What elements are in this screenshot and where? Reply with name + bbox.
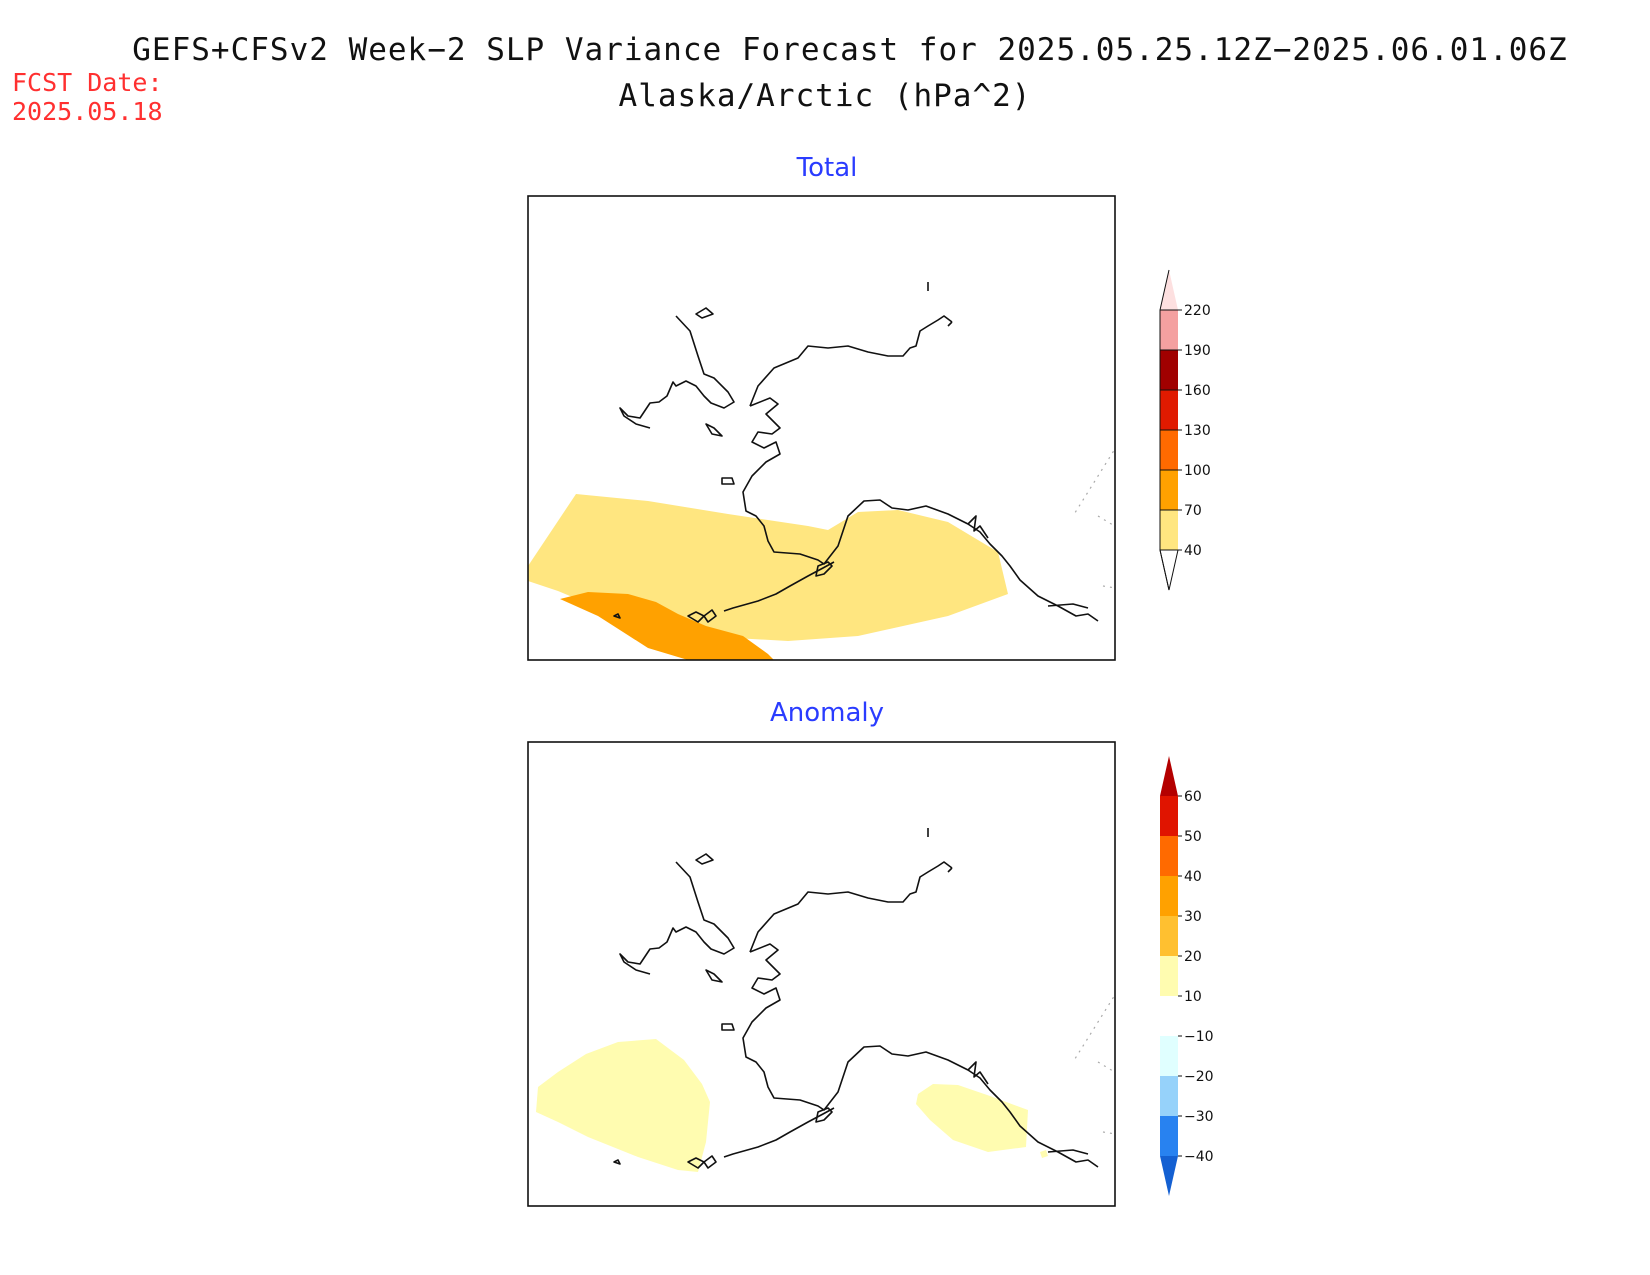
total-colorbar-box-70 (1160, 470, 1178, 510)
anomaly-colorbar-label: 40 (1184, 869, 1202, 885)
anomaly-region-west (536, 1039, 710, 1172)
anomaly-colorbar-box-8 (1160, 1116, 1178, 1156)
anomaly-colorbar-box-4 (1160, 956, 1178, 996)
anomaly-colorbar: 60 50 40 30 20 10 −10 −20 −30 −40 (1160, 756, 1214, 1196)
anomaly-colorbar-label: −40 (1184, 1149, 1214, 1165)
total-colorbar-label: 70 (1184, 503, 1202, 519)
total-colorbar-box-40 (1160, 510, 1178, 550)
total-map (528, 196, 1115, 660)
anomaly-colorbar-label: −20 (1184, 1069, 1214, 1085)
main-title: GEFS+CFSv2 Week−2 SLP Variance Forecast … (132, 32, 1568, 68)
total-colorbar-top-arrow (1160, 270, 1178, 310)
anomaly-colorbar-label: 50 (1184, 829, 1202, 845)
anomaly-colorbar-label: 60 (1184, 789, 1202, 805)
total-colorbar-box-160 (1160, 350, 1178, 390)
main-subtitle: Alaska/Arctic (hPa^2) (618, 78, 1032, 114)
total-colorbar-label: 160 (1184, 383, 1211, 399)
total-colorbar-box-130 (1160, 390, 1178, 430)
total-colorbar-label: 130 (1184, 423, 1211, 439)
anomaly-colorbar-label: 10 (1184, 989, 1202, 1005)
anomaly-colorbar-label: 20 (1184, 949, 1202, 965)
anomaly-panel-title: Anomaly (769, 698, 885, 728)
anomaly-region-east-speck (1040, 1150, 1048, 1158)
anomaly-colorbar-top-arrow (1160, 756, 1178, 796)
total-colorbar-label: 40 (1184, 543, 1202, 559)
anomaly-map-frame (527, 741, 1116, 1207)
anomaly-colorbar-box-3 (1160, 916, 1178, 956)
anomaly-colorbar-box-5 (1160, 996, 1178, 1036)
anomaly-colorbar-box-6 (1160, 1036, 1178, 1076)
anomaly-map (528, 742, 1115, 1206)
total-colorbar-label: 190 (1184, 343, 1211, 359)
anomaly-colorbar-label: −30 (1184, 1109, 1214, 1125)
anomaly-colorbar-box-2 (1160, 876, 1178, 916)
total-colorbar-box-100 (1160, 430, 1178, 470)
total-colorbar-label: 220 (1184, 303, 1211, 319)
anomaly-colorbar-label: −10 (1184, 1029, 1214, 1045)
total-colorbar-label: 100 (1184, 463, 1211, 479)
anomaly-colorbar-box-7 (1160, 1076, 1178, 1116)
total-colorbar: 40 70 100 130 160 190 220 (1159, 269, 1211, 591)
total-map-frame (527, 195, 1116, 661)
anomaly-colorbar-bottom-arrow (1160, 1156, 1178, 1196)
forecast-date-label: FCST Date: (12, 68, 163, 97)
forecast-date-value: 2025.05.18 (12, 97, 163, 126)
anomaly-colorbar-label: 30 (1184, 909, 1202, 925)
total-region-70-100 (560, 592, 774, 660)
anomaly-colorbar-box-1 (1160, 836, 1178, 876)
total-colorbar-box-190 (1160, 310, 1178, 350)
anomaly-colorbar-box-0 (1160, 796, 1178, 836)
total-colorbar-bottom-arrow (1159, 549, 1179, 591)
total-panel-title: Total (796, 153, 858, 183)
